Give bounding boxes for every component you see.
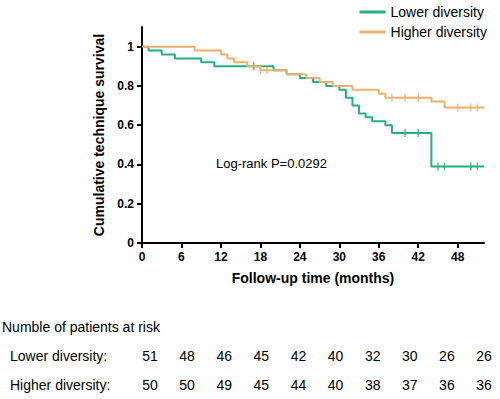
svg-text:46: 46 [216, 348, 232, 364]
svg-text:50: 50 [142, 377, 158, 393]
svg-text:48: 48 [179, 348, 195, 364]
svg-text:45: 45 [254, 348, 270, 364]
svg-text:0: 0 [139, 250, 146, 264]
svg-text:40: 40 [328, 348, 344, 364]
svg-text:Lower diversity:: Lower diversity: [10, 348, 107, 364]
svg-text:Numble of patients at risk: Numble of patients at risk [2, 319, 161, 335]
svg-text:26: 26 [476, 348, 492, 364]
svg-text:0.8: 0.8 [117, 79, 134, 93]
svg-text:26: 26 [439, 348, 455, 364]
svg-text:50: 50 [179, 377, 195, 393]
svg-text:0: 0 [127, 236, 134, 250]
svg-text:48: 48 [451, 250, 465, 264]
svg-text:49: 49 [216, 377, 232, 393]
svg-text:30: 30 [333, 250, 347, 264]
svg-text:Log-rank P=0.0292: Log-rank P=0.0292 [216, 156, 327, 171]
svg-text:42: 42 [412, 250, 426, 264]
svg-text:Higher diversity:: Higher diversity: [10, 377, 110, 393]
svg-text:44: 44 [291, 377, 307, 393]
svg-text:45: 45 [254, 377, 270, 393]
svg-text:30: 30 [402, 348, 418, 364]
svg-text:0.4: 0.4 [117, 157, 134, 171]
svg-text:42: 42 [291, 348, 307, 364]
svg-text:6: 6 [178, 250, 185, 264]
svg-text:Higher diversity: Higher diversity [391, 24, 487, 40]
svg-text:18: 18 [254, 250, 268, 264]
svg-text:Cumulative technique survival: Cumulative technique survival [91, 34, 107, 236]
svg-text:36: 36 [372, 250, 386, 264]
svg-text:36: 36 [439, 377, 455, 393]
svg-text:40: 40 [328, 377, 344, 393]
svg-text:38: 38 [365, 377, 381, 393]
svg-text:12: 12 [214, 250, 228, 264]
svg-text:1: 1 [127, 40, 134, 54]
svg-text:24: 24 [293, 250, 307, 264]
svg-text:51: 51 [142, 348, 158, 364]
svg-text:Lower diversity: Lower diversity [391, 4, 484, 20]
svg-text:0.2: 0.2 [117, 197, 134, 211]
svg-text:36: 36 [476, 377, 492, 393]
svg-text:0.6: 0.6 [117, 118, 134, 132]
svg-text:37: 37 [402, 377, 418, 393]
svg-text:32: 32 [365, 348, 381, 364]
svg-text:Follow-up time (months): Follow-up time (months) [232, 270, 395, 286]
